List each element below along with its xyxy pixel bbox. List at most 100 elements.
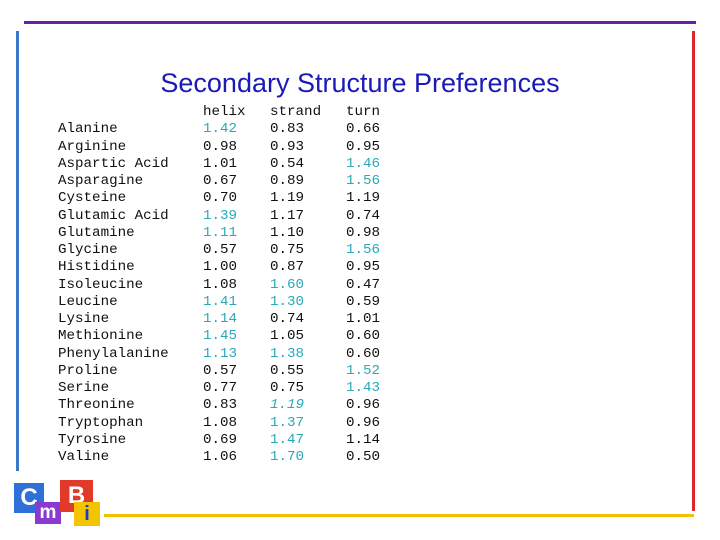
amino-acid-name: Tyrosine [58, 431, 127, 448]
strand-value: 1.38 [270, 345, 305, 362]
cmbi-logo: C m B i [13, 480, 103, 528]
table-header-row: helix strand turn [58, 104, 396, 121]
turn-value: 1.43 [346, 380, 381, 396]
helix-value: 0.98 [203, 138, 238, 155]
header-turn: turn [346, 104, 381, 120]
turn-value: 0.98 [346, 224, 381, 241]
amino-acid-name: Threonine [58, 397, 135, 414]
amino-acid-name: Lysine [58, 311, 110, 327]
table-row: Phenylalanine 1.13 1.38 0.60 [58, 346, 396, 363]
turn-value: 0.95 [346, 138, 381, 155]
strand-value: 0.87 [270, 259, 305, 276]
bottom-rule [104, 514, 694, 517]
table-row: Glycine 0.57 0.75 1.56 [58, 242, 396, 259]
table-row: Arginine 0.98 0.93 0.95 [58, 139, 396, 156]
table-row: Tyrosine 0.69 1.47 1.14 [58, 432, 396, 449]
strand-value: 1.19 [270, 190, 305, 207]
strand-value: 1.05 [270, 328, 305, 345]
strand-value: 1.17 [270, 207, 305, 224]
helix-value: 1.06 [203, 449, 238, 465]
strand-value: 1.30 [270, 293, 305, 310]
helix-value: 1.08 [203, 276, 238, 293]
helix-value: 0.83 [203, 397, 238, 414]
table-row: Tryptophan 1.08 1.37 0.96 [58, 415, 396, 432]
amino-acid-name: Tryptophan [58, 414, 144, 431]
table-row: Aspartic Acid 1.01 0.54 1.46 [58, 156, 396, 173]
turn-value: 0.59 [346, 293, 381, 310]
turn-value: 0.66 [346, 121, 381, 138]
amino-acid-name: Alanine [58, 121, 118, 138]
amino-acid-name: Leucine [58, 293, 118, 310]
helix-value: 0.57 [203, 242, 238, 258]
strand-value: 0.75 [270, 380, 305, 396]
slide-title: Secondary Structure Preferences [160, 68, 560, 98]
table-row: Cysteine 0.70 1.19 1.19 [58, 190, 396, 207]
helix-value: 1.41 [203, 293, 238, 310]
amino-acid-name: Isoleucine [58, 276, 144, 293]
header-helix: helix [203, 104, 246, 120]
amino-acid-name: Proline [58, 362, 118, 379]
amino-acid-name: Valine [58, 449, 110, 465]
table-row: Glutamine 1.11 1.10 0.98 [58, 225, 396, 242]
amino-acid-name: Glycine [58, 242, 118, 258]
table-row: Lysine 1.14 0.74 1.01 [58, 311, 396, 328]
strand-value: 1.70 [270, 449, 305, 465]
right-rule [692, 31, 695, 511]
turn-value: 1.56 [346, 242, 381, 258]
strand-value: 0.83 [270, 121, 305, 138]
turn-value: 0.74 [346, 207, 381, 224]
turn-value: 1.56 [346, 173, 381, 189]
table-row: Alanine 1.42 0.83 0.66 [58, 121, 396, 138]
amino-acid-name: Histidine [58, 259, 135, 276]
logo-i-block: i [74, 502, 100, 526]
logo-m-block: m [35, 502, 61, 524]
strand-value: 0.75 [270, 242, 305, 258]
helix-value: 0.70 [203, 190, 238, 207]
strand-value: 1.19 [270, 397, 305, 414]
strand-value: 0.55 [270, 362, 305, 379]
turn-value: 1.01 [346, 311, 381, 327]
strand-value: 0.93 [270, 138, 305, 155]
table-row: Serine 0.77 0.75 1.43 [58, 380, 396, 397]
turn-value: 1.14 [346, 431, 381, 448]
header-strand: strand [270, 104, 322, 120]
turn-value: 1.46 [346, 155, 381, 172]
helix-value: 1.00 [203, 259, 238, 276]
helix-value: 1.14 [203, 311, 238, 327]
header-name [58, 104, 203, 121]
table-row: Asparagine 0.67 0.89 1.56 [58, 173, 396, 190]
amino-acid-name: Serine [58, 380, 110, 396]
strand-value: 0.89 [270, 173, 305, 189]
turn-value: 0.60 [346, 328, 381, 345]
table-body: Alanine 1.42 0.83 0.66 Arginine 0.98 0.93 0.95 A… [58, 121, 396, 466]
helix-value: 1.39 [203, 207, 238, 224]
strand-value: 0.54 [270, 155, 305, 172]
top-rule [24, 21, 696, 24]
helix-value: 0.77 [203, 380, 238, 396]
amino-acid-name: Glutamic Acid [58, 207, 169, 224]
turn-value: 0.96 [346, 397, 381, 414]
helix-value: 1.01 [203, 155, 238, 172]
turn-value: 0.95 [346, 259, 381, 276]
table-row: Glutamic Acid 1.39 1.17 0.74 [58, 208, 396, 225]
amino-acid-name: Asparagine [58, 173, 144, 189]
helix-value: 1.45 [203, 328, 238, 345]
amino-acid-name: Arginine [58, 138, 127, 155]
helix-value: 0.67 [203, 173, 238, 189]
preferences-table: helix strand turn Alanine 1.42 0.83 0.66 Arg… [58, 104, 396, 466]
strand-value: 1.37 [270, 414, 305, 431]
table-row: Methionine 1.45 1.05 0.60 [58, 328, 396, 345]
table-row: Isoleucine 1.08 1.60 0.47 [58, 277, 396, 294]
amino-acid-name: Glutamine [58, 224, 135, 241]
helix-value: 0.69 [203, 431, 238, 448]
amino-acid-name: Methionine [58, 328, 144, 345]
table-row: Proline 0.57 0.55 1.52 [58, 363, 396, 380]
table-row: Histidine 1.00 0.87 0.95 [58, 259, 396, 276]
turn-value: 0.96 [346, 414, 381, 431]
turn-value: 0.47 [346, 276, 381, 293]
strand-value: 0.74 [270, 311, 305, 327]
left-rule [16, 31, 19, 471]
helix-value: 1.13 [203, 345, 238, 362]
amino-acid-name: Cysteine [58, 190, 127, 207]
strand-value: 1.10 [270, 224, 305, 241]
